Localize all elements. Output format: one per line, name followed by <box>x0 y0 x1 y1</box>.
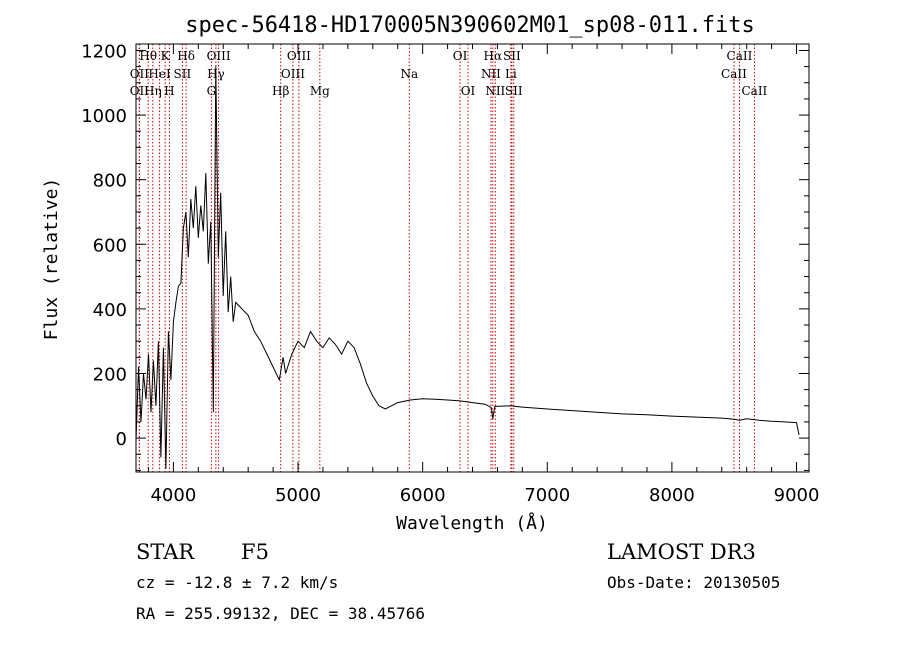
y-axis-label: Flux (relative) <box>41 178 62 341</box>
y-tick-label: 0 <box>116 429 127 450</box>
spectral-line-labels: OIIHθOIIHηHeIKHSIIHδGHγOIIIHβOIIIOIIIMgN… <box>130 49 768 98</box>
x-tick-label: 4000 <box>150 485 196 506</box>
spectral-line-label: SII <box>505 84 523 98</box>
redshift-cz: cz = -12.8 ± 7.2 km/s <box>136 573 338 592</box>
spectral-line-label: Hα <box>484 49 503 63</box>
spectral-line-label: OII <box>130 84 150 98</box>
spectral-line-label: G <box>207 84 217 98</box>
spectral-line-label: OI <box>461 84 476 98</box>
spectral-line-label: Mg <box>310 84 330 98</box>
observation-date: Obs-Date: 20130505 <box>607 573 780 592</box>
x-axis-ticks: 4000 5000 6000 7000 8000 9000 <box>147 44 820 506</box>
spectral-line-label: SII <box>503 49 521 63</box>
y-tick-label: 200 <box>93 364 127 385</box>
spectral-line-label: NII <box>485 84 505 98</box>
plot-frame <box>135 43 810 473</box>
spectral-line-label: OIII <box>207 49 231 63</box>
spectral-line-label: CaII <box>741 84 767 98</box>
spectral-line-label: Hβ <box>272 84 289 98</box>
spectral-line-label: Li <box>505 67 517 81</box>
spectral-line-label: OIII <box>287 49 311 63</box>
spectral-line-label: Hη <box>144 84 162 98</box>
spectral-line-label: OI <box>453 49 468 63</box>
survey-name: LAMOST DR3 <box>607 540 756 564</box>
spectral-line-label: CaII <box>727 49 753 63</box>
y-tick-label: 600 <box>93 235 127 256</box>
spectral-line-markers <box>138 44 755 472</box>
spectral-line-label: Hδ <box>177 49 195 63</box>
spectral-line-label: K <box>161 49 171 63</box>
spectral-line-label: Na <box>400 67 418 81</box>
y-tick-label: 1000 <box>81 106 127 127</box>
x-tick-label: 5000 <box>275 485 321 506</box>
spectral-line-label: HeI <box>148 67 171 81</box>
object-subclass: F5 <box>241 540 269 564</box>
spectral-line-label: Hθ <box>139 49 157 63</box>
y-tick-label: 1200 <box>81 41 127 62</box>
spectrum-series-line <box>135 66 800 469</box>
spectral-line-label: OIII <box>281 67 305 81</box>
object-class: STAR <box>136 540 195 564</box>
x-tick-label: 7000 <box>524 485 570 506</box>
coordinates: RA = 255.99132, DEC = 38.45766 <box>136 604 425 623</box>
spectral-line-label: NII <box>481 67 501 81</box>
x-axis-label: Wavelength (Å) <box>396 512 548 534</box>
x-tick-label: 8000 <box>649 485 695 506</box>
x-tick-label: 9000 <box>774 485 820 506</box>
y-tick-label: 800 <box>93 171 127 192</box>
spectral-line-label: H <box>164 84 174 98</box>
y-tick-label: 400 <box>93 300 127 321</box>
spectral-line-label: CaII <box>721 67 747 81</box>
y-axis-ticks: 0 200 400 600 800 1000 1200 <box>81 41 809 471</box>
spectral-line-label: OII <box>130 67 150 81</box>
spectral-line-label: SII <box>174 67 192 81</box>
chart-title: spec-56418-HD170005N390602M01_sp08-011.f… <box>185 13 755 38</box>
x-tick-label: 6000 <box>400 485 446 506</box>
